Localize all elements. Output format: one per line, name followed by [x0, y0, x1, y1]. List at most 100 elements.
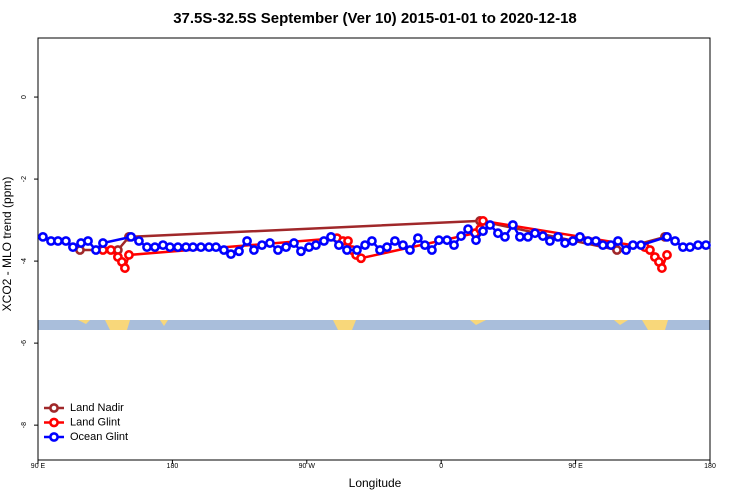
- point: [434, 235, 444, 246]
- point: [91, 245, 101, 255]
- point: [382, 242, 392, 253]
- point: [553, 232, 563, 242]
- point: [296, 246, 306, 257]
- point: [124, 250, 134, 260]
- point: [500, 232, 510, 242]
- point: [507, 220, 518, 230]
- point: [583, 236, 593, 246]
- point: [53, 236, 63, 246]
- point: [657, 263, 667, 273]
- point: [242, 236, 252, 246]
- point: [636, 240, 646, 251]
- y-tick-label: 0: [21, 95, 28, 99]
- point: [326, 232, 336, 242]
- point: [568, 236, 578, 246]
- point: [413, 233, 423, 244]
- x-tick-label: 90 E: [31, 463, 46, 470]
- point: [249, 245, 259, 255]
- point: [560, 238, 570, 248]
- point: [427, 245, 437, 255]
- point: [343, 236, 353, 246]
- x-tick-label: 180: [167, 463, 179, 470]
- point: [662, 250, 672, 260]
- point: [685, 242, 695, 253]
- point: [173, 242, 183, 253]
- point: [188, 242, 198, 253]
- point: [606, 240, 616, 251]
- point: [342, 245, 352, 255]
- legend-label: Land Nadir: [70, 402, 124, 414]
- point: [319, 236, 329, 246]
- point: [621, 245, 631, 255]
- point: [471, 235, 481, 246]
- point: [334, 240, 344, 251]
- point: [360, 240, 370, 251]
- point: [150, 242, 160, 253]
- point: [234, 246, 244, 257]
- legend-marker: [49, 432, 59, 442]
- point: [281, 242, 291, 253]
- point: [390, 236, 400, 246]
- point: [523, 232, 533, 242]
- map-strip: [38, 320, 710, 330]
- x-tick-label: 0: [439, 463, 443, 470]
- point: [38, 232, 48, 242]
- point: [226, 249, 236, 260]
- point: [352, 245, 362, 255]
- point: [613, 236, 623, 246]
- point: [537, 231, 548, 241]
- y-tick-label: -6: [21, 340, 28, 346]
- point: [591, 236, 601, 246]
- point: [693, 240, 703, 251]
- point: [405, 245, 415, 255]
- y-axis-label: XCO2 - MLO trend (ppm): [0, 177, 14, 312]
- point: [493, 228, 503, 239]
- point: [142, 242, 152, 253]
- legend-marker: [49, 417, 59, 428]
- point: [670, 236, 680, 246]
- point: [120, 263, 130, 273]
- point: [68, 242, 78, 253]
- x-tick-label: 180: [704, 463, 716, 470]
- point: [449, 240, 459, 251]
- point: [311, 240, 321, 251]
- point: [662, 232, 672, 242]
- point: [196, 242, 206, 253]
- point: [485, 220, 495, 230]
- point: [165, 242, 175, 253]
- point: [645, 245, 655, 255]
- point: [628, 240, 638, 251]
- legend-label: Land Glint: [70, 416, 120, 428]
- point: [463, 224, 473, 235]
- point: [265, 238, 275, 248]
- y-tick-label: -8: [21, 422, 28, 428]
- point: [219, 245, 229, 255]
- legend-label: Ocean Glint: [70, 431, 128, 443]
- y-tick-label: -2: [21, 176, 28, 182]
- point: [98, 238, 108, 248]
- point: [273, 245, 283, 255]
- point: [545, 236, 555, 246]
- point: [514, 232, 525, 242]
- legend-marker: [49, 403, 59, 413]
- point: [478, 226, 488, 237]
- point: [105, 245, 116, 255]
- point: [530, 228, 540, 239]
- point: [612, 245, 622, 255]
- point: [598, 240, 608, 251]
- point: [420, 240, 430, 251]
- point: [134, 236, 144, 246]
- point: [211, 242, 221, 253]
- point: [126, 232, 136, 242]
- chart-title: 37.5S-32.5S September (Ver 10) 2015-01-0…: [173, 10, 577, 27]
- point: [83, 236, 93, 246]
- plot-frame: [37, 37, 711, 461]
- y-tick-label: -4: [21, 258, 28, 264]
- point: [61, 236, 71, 246]
- point: [356, 253, 366, 264]
- x-tick-label: 90 W: [299, 463, 316, 470]
- point: [289, 238, 299, 248]
- point: [478, 216, 488, 226]
- point: [456, 231, 466, 241]
